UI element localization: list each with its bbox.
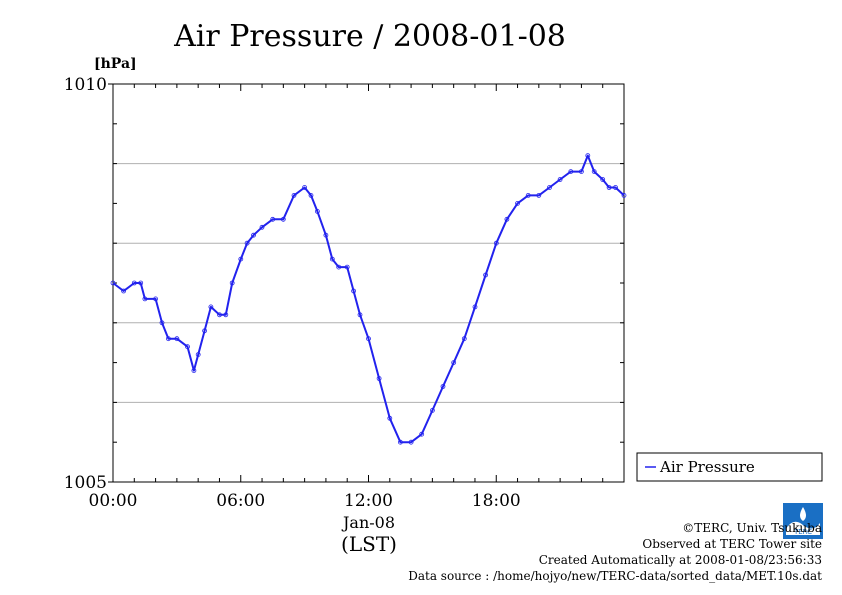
- data-point: [217, 312, 222, 318]
- data-point: [585, 153, 591, 159]
- y-axis-ticks: 1005 1010: [64, 75, 624, 493]
- data-point: [223, 312, 229, 318]
- data-point: [174, 336, 180, 342]
- data-point: [451, 360, 457, 366]
- data-point: [547, 185, 552, 190]
- data-point: [568, 169, 574, 175]
- data-point: [429, 407, 435, 413]
- logo-wave-icon: [786, 521, 820, 535]
- data-point: [613, 185, 618, 190]
- series-line: [112, 154, 625, 444]
- data-point: [606, 185, 612, 190]
- data-point: [121, 288, 126, 294]
- data-point: [600, 177, 606, 182]
- y-gridlines: [113, 163, 624, 403]
- data-point: [557, 177, 563, 182]
- data-point: [323, 232, 329, 238]
- data-point: [202, 328, 208, 334]
- y-tick-label: 1010: [64, 75, 107, 95]
- legend-box: [636, 452, 823, 482]
- data-point: [314, 208, 320, 214]
- x-tick-label: 06:00: [216, 491, 265, 511]
- data-point: [259, 224, 265, 230]
- created-text: Created Automatically at 2008-01-08/23:5…: [538, 553, 822, 567]
- footer-info: ©TERC, Univ. Tsukuba Observed at TERC To…: [408, 520, 822, 584]
- x-tick-label: 12:00: [344, 491, 393, 511]
- data-point: [208, 304, 214, 310]
- x-date-label: Jan-08: [341, 513, 395, 532]
- data-point: [351, 288, 357, 294]
- data-point: [483, 272, 489, 278]
- data-point: [244, 240, 250, 246]
- data-point: [329, 256, 335, 262]
- data-point: [515, 200, 520, 206]
- data-point: [131, 280, 137, 286]
- data-point: [229, 280, 235, 286]
- data-point: [357, 312, 363, 318]
- source-text: Data source : /home/hojyo/new/TERC-data/…: [408, 569, 822, 583]
- logo-drop-icon: [800, 507, 806, 521]
- data-point: [195, 352, 201, 358]
- x-tick-label: 18:00: [472, 491, 521, 511]
- data-point: [142, 296, 148, 302]
- data-point: [336, 264, 342, 270]
- y-tick-label: 1005: [64, 473, 107, 493]
- data-point: [191, 368, 197, 374]
- data-point: [387, 415, 393, 421]
- data-point: [419, 431, 425, 437]
- x-axis-ticks: 00:00 06:00 12:00 18:00: [89, 84, 625, 511]
- data-point: [472, 304, 478, 310]
- series-air-pressure: [110, 153, 627, 445]
- data-point: [579, 169, 584, 175]
- data-point: [165, 336, 171, 342]
- data-point: [344, 264, 350, 270]
- data-point: [440, 384, 446, 389]
- data-point: [493, 240, 499, 246]
- chart-title: Air Pressure / 2008-01-08: [173, 19, 566, 54]
- data-point: [291, 192, 297, 198]
- data-point: [159, 320, 165, 326]
- data-point: [376, 376, 382, 381]
- data-point: [621, 192, 627, 198]
- data-point: [238, 256, 244, 262]
- data-point: [591, 169, 597, 175]
- data-point: [302, 185, 308, 190]
- data-point: [280, 216, 286, 222]
- observed-text: Observed at TERC Tower site: [642, 537, 822, 551]
- copyright-text: ©TERC, Univ. Tsukuba: [682, 521, 822, 535]
- y-axis-unit-label: [hPa]: [94, 56, 137, 72]
- data-point: [408, 439, 414, 445]
- x-tick-label: 00:00: [89, 491, 138, 511]
- data-point: [270, 216, 276, 222]
- data-point: [251, 232, 256, 238]
- legend: Air Pressure: [636, 452, 823, 482]
- data-point: [308, 192, 314, 198]
- data-point: [536, 192, 542, 198]
- data-point: [110, 280, 116, 286]
- data-point: [138, 280, 144, 286]
- data-point: [366, 336, 371, 342]
- data-point: [504, 216, 510, 222]
- data-point: [397, 439, 403, 445]
- x-unit-label: (LST): [341, 532, 397, 556]
- plot-area-frame: [112, 83, 625, 483]
- legend-label: Air Pressure: [659, 458, 755, 476]
- data-point: [461, 336, 467, 342]
- terc-logo: TERC: [783, 503, 823, 539]
- data-point: [185, 344, 190, 350]
- logo-text: TERC: [793, 528, 812, 536]
- data-point: [525, 192, 531, 198]
- data-point: [153, 296, 159, 302]
